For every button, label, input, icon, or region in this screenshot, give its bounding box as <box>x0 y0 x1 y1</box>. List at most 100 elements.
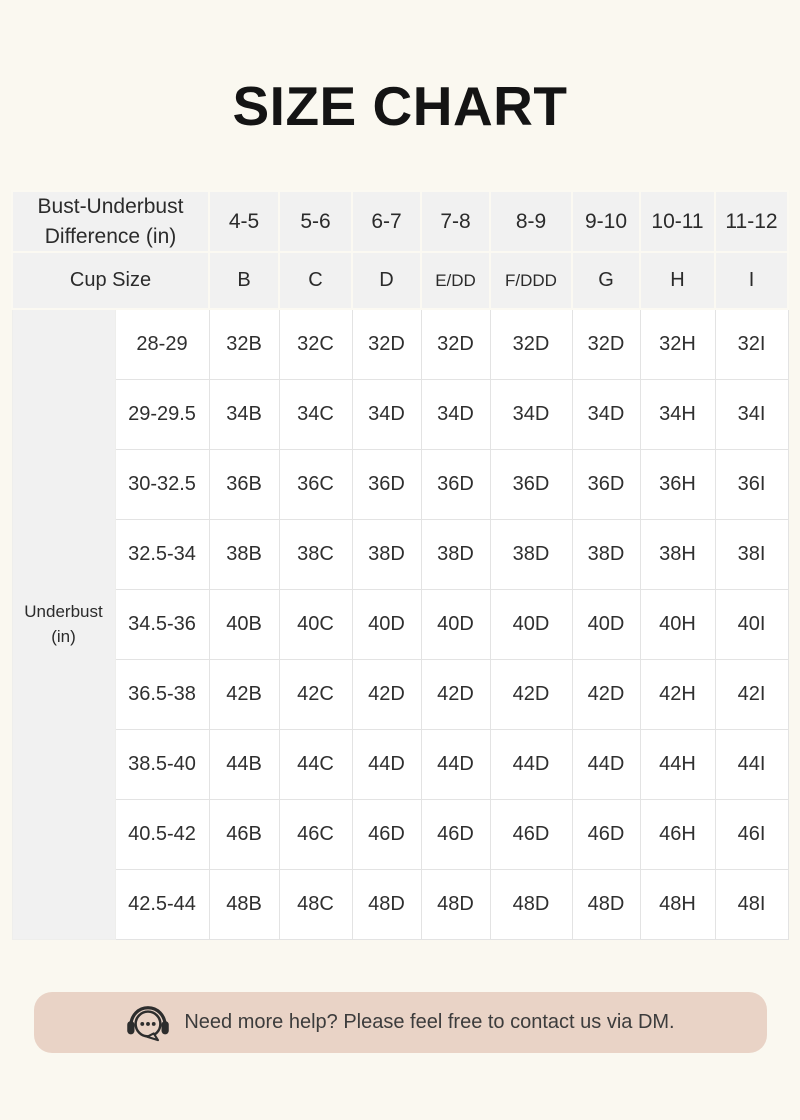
size-cell: 44D <box>489 729 573 800</box>
cup-header-cell: F/DDD <box>489 251 573 310</box>
underbust-axis-label: Underbust (in) <box>11 308 116 940</box>
underbust-range-cell: 36.5-38 <box>114 659 210 730</box>
size-cell: 34D <box>571 379 641 450</box>
help-text: Need more help? Please feel free to cont… <box>184 1011 675 1033</box>
size-cell: 46B <box>208 799 280 870</box>
size-cell: 36B <box>208 449 280 520</box>
size-cell: 42D <box>571 659 641 730</box>
size-cell: 34H <box>639 379 716 450</box>
size-cell: 32D <box>489 308 573 380</box>
size-cell: 48D <box>489 869 573 940</box>
underbust-range-cell: 30-32.5 <box>114 449 210 520</box>
size-cell: 42D <box>489 659 573 730</box>
cup-header-row: Cup Size B C D E/DD F/DDD G H I <box>11 251 789 310</box>
underbust-range-cell: 40.5-42 <box>114 799 210 870</box>
size-cell: 38I <box>714 519 789 590</box>
size-cell: 38B <box>208 519 280 590</box>
table-row: 40.5-42 46B 46C 46D 46D 46D 46D 46H 46I <box>12 799 789 870</box>
size-cell: 48D <box>351 869 422 940</box>
size-cell: 36D <box>351 449 422 520</box>
underbust-range-cell: 42.5-44 <box>114 869 210 940</box>
size-cell: 46H <box>639 799 716 870</box>
table-row: 30-32.5 36B 36C 36D 36D 36D 36D 36H 36I <box>12 449 789 520</box>
table-row: 38.5-40 44B 44C 44D 44D 44D 44D 44H 44I <box>12 729 789 800</box>
size-cell: 44D <box>351 729 422 800</box>
size-cell: 32C <box>278 308 353 380</box>
size-cell: 32D <box>420 308 491 380</box>
size-cell: 44C <box>278 729 353 800</box>
size-cell: 38D <box>351 519 422 590</box>
help-banner: Need more help? Please feel free to cont… <box>33 992 767 1053</box>
diff-header-cell: 10-11 <box>639 190 716 253</box>
size-cell: 46I <box>714 799 789 870</box>
diff-header-cell: 4-5 <box>208 190 280 253</box>
size-cell: 48I <box>714 869 789 940</box>
size-cell: 42C <box>278 659 353 730</box>
size-cell: 48C <box>278 869 353 940</box>
cup-size-label: Cup Size <box>11 251 210 310</box>
diff-header-cell: 11-12 <box>714 190 789 253</box>
table-row: Underbust (in) 28-29 32B 32C 32D 32D 32D… <box>11 308 789 940</box>
size-cell: 42I <box>714 659 789 730</box>
table-row: 32.5-34 38B 38C 38D 38D 38D 38D 38H 38I <box>12 519 789 590</box>
size-cell: 46D <box>489 799 573 870</box>
support-chat-icon <box>125 1003 171 1043</box>
size-chart-table: Bust-Underbust Difference (in) 4-5 5-6 6… <box>11 190 789 940</box>
size-cell: 34B <box>208 379 280 450</box>
size-cell: 32B <box>208 308 280 380</box>
size-cell: 32D <box>351 308 422 380</box>
size-cell: 34D <box>351 379 422 450</box>
size-cell: 40D <box>351 589 422 660</box>
table-row: 36.5-38 42B 42C 42D 42D 42D 42D 42H 42I <box>12 659 789 730</box>
size-cell: 48H <box>639 869 716 940</box>
size-cell: 34D <box>420 379 491 450</box>
underbust-range-cell: 28-29 <box>114 308 210 380</box>
underbust-range-cell: 38.5-40 <box>114 729 210 800</box>
size-cell: 44D <box>571 729 641 800</box>
size-cell: 40D <box>571 589 641 660</box>
size-cell: 40D <box>489 589 573 660</box>
size-cell: 38D <box>489 519 573 590</box>
size-cell: 36D <box>571 449 641 520</box>
diff-header-cell: 6-7 <box>351 190 422 253</box>
cup-header-cell: H <box>639 251 716 310</box>
size-cell: 40B <box>208 589 280 660</box>
page-title: SIZE CHART <box>232 75 568 137</box>
underbust-axis-label-line1: Underbust <box>24 601 103 621</box>
size-cell: 38D <box>420 519 491 590</box>
underbust-range-cell: 29-29.5 <box>114 379 210 450</box>
size-cell: 46C <box>278 799 353 870</box>
diff-header-row: Bust-Underbust Difference (in) 4-5 5-6 6… <box>11 190 789 253</box>
size-cell: 38H <box>639 519 716 590</box>
size-cell: 36H <box>639 449 716 520</box>
cup-header-cell: E/DD <box>420 251 491 310</box>
size-cell: 44D <box>420 729 491 800</box>
size-cell: 36I <box>714 449 789 520</box>
cup-header-cell: I <box>714 251 789 310</box>
size-cell: 36D <box>489 449 573 520</box>
size-cell: 34D <box>489 379 573 450</box>
size-cell: 40H <box>639 589 716 660</box>
size-cell: 48D <box>420 869 491 940</box>
table-row: 34.5-36 40B 40C 40D 40D 40D 40D 40H 40I <box>12 589 789 660</box>
cup-header-cell: C <box>278 251 353 310</box>
underbust-range-cell: 32.5-34 <box>114 519 210 590</box>
cup-header-cell: G <box>571 251 641 310</box>
diff-header-cell: 7-8 <box>420 190 491 253</box>
diff-header-cell: 9-10 <box>571 190 641 253</box>
size-cell: 34I <box>714 379 789 450</box>
size-cell: 42H <box>639 659 716 730</box>
size-cell: 38C <box>278 519 353 590</box>
size-cell: 48D <box>571 869 641 940</box>
corner-header-line1: Bust-Underbust <box>37 195 184 219</box>
size-cell: 44I <box>714 729 789 800</box>
size-cell: 48B <box>208 869 280 940</box>
size-cell: 38D <box>571 519 641 590</box>
size-cell: 46D <box>351 799 422 870</box>
size-cell: 32I <box>714 308 789 380</box>
underbust-range-cell: 34.5-36 <box>114 589 210 660</box>
size-cell: 44H <box>639 729 716 800</box>
size-cell: 40C <box>278 589 353 660</box>
size-cell: 44B <box>208 729 280 800</box>
size-cell: 46D <box>420 799 491 870</box>
